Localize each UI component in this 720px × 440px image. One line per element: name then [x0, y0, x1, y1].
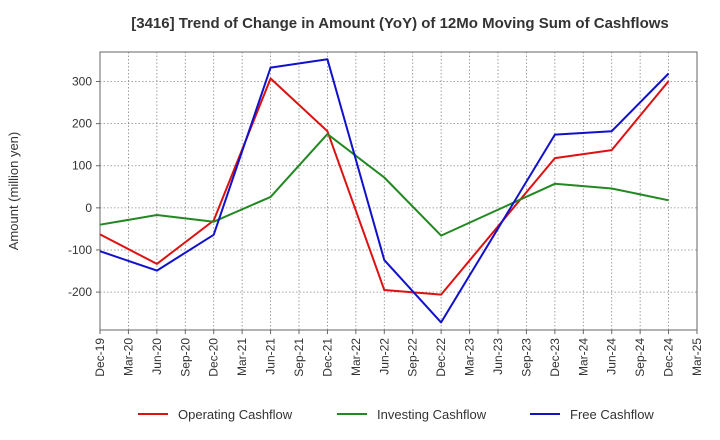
x-tick-label: Dec-22: [434, 338, 448, 377]
y-tick-label: -200: [68, 285, 92, 299]
chart-title: [3416] Trend of Change in Amount (YoY) o…: [131, 15, 669, 32]
x-tick-label: Jun-23: [491, 338, 505, 375]
y-axis-label: Amount (million yen): [6, 132, 21, 251]
x-tick-label: Dec-20: [207, 338, 221, 377]
x-tick-label: Dec-19: [93, 338, 107, 377]
series-lines: [99, 58, 670, 324]
series-line-operating-cashflow: [99, 77, 670, 296]
x-tick-label: Jun-21: [264, 338, 278, 375]
y-tick-label: 100: [72, 159, 92, 173]
legend: Operating Cashflow Investing Cashflow Free…: [138, 407, 654, 422]
x-tick-label: Sep-22: [406, 338, 420, 377]
x-tick-label: Dec-21: [320, 338, 334, 377]
x-tick-label: Mar-23: [463, 338, 477, 376]
y-tick-label: -100: [68, 243, 92, 257]
plot-area-frame: [99, 51, 698, 331]
x-tick-label: Jun-24: [605, 338, 619, 375]
y-tick-label: 200: [72, 117, 92, 131]
x-tick-label: Sep-24: [633, 338, 647, 377]
x-tick-label: Jun-22: [377, 338, 391, 375]
y-axis: -200 -100 0 100 200 300: [68, 74, 100, 299]
x-tick-label: Mar-21: [235, 338, 249, 376]
x-tick-label: Dec-24: [662, 338, 676, 377]
x-tick-label: Sep-23: [519, 338, 533, 377]
series-line-investing-cashflow: [99, 133, 669, 237]
x-tick-label: Mar-25: [690, 338, 704, 376]
x-tick-label: Sep-21: [292, 338, 306, 377]
series-line-free-cashflow: [99, 58, 670, 324]
x-tick-label: Sep-20: [178, 338, 192, 377]
legend-label-investing-cashflow: Investing Cashflow: [377, 407, 487, 422]
x-tick-label: Mar-20: [121, 338, 135, 376]
y-tick-label: 300: [72, 74, 92, 88]
x-tick-label: Mar-22: [349, 338, 363, 376]
x-tick-label: Mar-24: [576, 338, 590, 376]
x-axis: Dec-19 Mar-20 Jun-20 Sep-20 Dec-20 Mar-21 Jun-…: [93, 330, 704, 377]
grid: [99, 52, 698, 330]
legend-label-operating-cashflow: Operating Cashflow: [178, 407, 293, 422]
y-tick-label: 0: [85, 201, 92, 215]
x-tick-label: Dec-23: [548, 338, 562, 377]
x-tick-label: Jun-20: [150, 338, 164, 375]
legend-label-free-cashflow: Free Cashflow: [570, 407, 654, 422]
